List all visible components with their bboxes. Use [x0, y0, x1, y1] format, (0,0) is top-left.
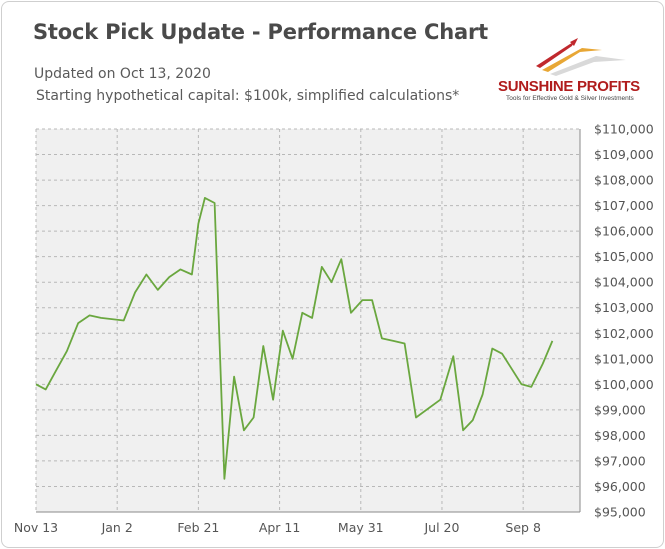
- y-tick-label: $103,000: [594, 300, 654, 315]
- y-tick-label: $98,000: [594, 428, 646, 443]
- y-tick-label: $101,000: [594, 351, 654, 366]
- updated-date: Updated on Oct 13, 2020: [34, 66, 211, 82]
- x-tick-label: Nov 13: [14, 520, 58, 535]
- x-tick-label: Feb 21: [177, 520, 219, 535]
- x-tick-label: Jul 20: [423, 520, 459, 535]
- y-tick-label: $100,000: [594, 377, 654, 392]
- sunshine-profits-logo[interactable]: SUNSHINE PROFITS Tools for Effective Gol…: [498, 36, 640, 106]
- y-tick-label: $104,000: [594, 275, 654, 290]
- y-tick-label: $105,000: [594, 249, 654, 264]
- y-tick-label: $95,000: [594, 505, 646, 520]
- y-tick-label: $109,000: [594, 147, 654, 162]
- chart-title: Stock Pick Update - Performance Chart: [33, 20, 488, 44]
- logo-arrows-icon: [536, 38, 626, 76]
- y-tick-label: $106,000: [594, 224, 654, 239]
- plot-area: [36, 129, 580, 512]
- x-tick-label: Sep 8: [505, 520, 541, 535]
- y-tick-label: $110,000: [594, 122, 654, 137]
- x-tick-label: Apr 11: [259, 520, 301, 535]
- y-tick-label: $107,000: [594, 198, 654, 213]
- y-tick-label: $96,000: [594, 479, 646, 494]
- y-tick-label: $108,000: [594, 173, 654, 188]
- logo-tagline: Tools for Effective Gold & Silver Invest…: [506, 95, 634, 102]
- x-tick-label: Jan 2: [101, 520, 133, 535]
- logo-name: SUNSHINE PROFITS: [498, 78, 640, 95]
- y-tick-label: $97,000: [594, 453, 646, 468]
- y-tick-label: $102,000: [594, 326, 654, 341]
- chart-subtitle: Starting hypothetical capital: $100k, si…: [36, 88, 460, 104]
- x-tick-label: May 31: [338, 520, 384, 535]
- y-tick-label: $99,000: [594, 402, 646, 417]
- performance-line: [35, 196, 554, 480]
